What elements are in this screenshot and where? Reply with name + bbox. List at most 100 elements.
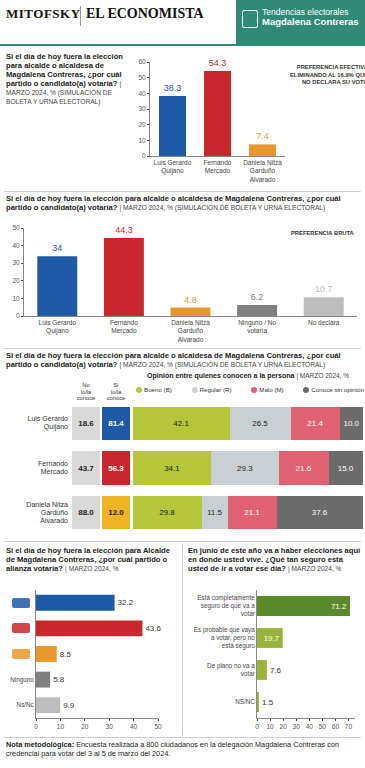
svg-text:20: 20 (138, 121, 146, 128)
html-text:Si el día de hoy fuera la elec: Si el día de hoy fuera la elección para … (6, 194, 341, 212)
html-text:Malo (M): Malo (M) (259, 386, 284, 393)
svg-text:4.8: 4.8 (184, 295, 197, 305)
svg-text:10: 10 (266, 723, 274, 730)
html-text:Nota metodológica: Encuesta re: Nota metodológica: Encuesta realizada a … (6, 740, 339, 758)
svg-text:7.6: 7.6 (270, 666, 282, 675)
html-text:Conoce sin opinión: Conoce sin opinión (311, 386, 364, 393)
svg-text:29.3: 29.3 (237, 464, 253, 473)
svg-text:30: 30 (138, 105, 146, 112)
svg-text:32.2: 32.2 (118, 598, 134, 607)
html-text:lo/la: lo/la (110, 388, 122, 395)
svg-text:8.5: 8.5 (60, 650, 72, 659)
svg-text:26.5: 26.5 (252, 419, 268, 428)
svg-text:Ns/Nc: Ns/Nc (17, 701, 34, 708)
svg-text:PREFERENCIA BRUTA: PREFERENCIA BRUTA (291, 230, 355, 236)
html-text:MITOFSKY EL ECONOMISTA: MITOFSKY EL ECONOMISTA (6, 6, 204, 21)
svg-text:44.3: 44.3 (115, 225, 133, 235)
html-text:Si el día de hoy fuera la elec: Si el día de hoy fuera la elección para … (6, 546, 170, 573)
svg-text:21.6: 21.6 (296, 464, 312, 473)
svg-text:34.1: 34.1 (164, 464, 180, 473)
svg-text:40: 40 (130, 723, 138, 730)
html-text:Garduño: Garduño (40, 508, 68, 516)
svg-text:50: 50 (319, 723, 327, 730)
svg-text:19.7: 19.7 (264, 634, 280, 643)
svg-text:30: 30 (106, 723, 114, 730)
svg-text:Daniela NitzaGarduñoAlvarado: Daniela NitzaGarduñoAlvarado (243, 159, 282, 183)
html-text:Opinión entre quienes conocen: Opinión entre quienes conocen a la perso… (147, 372, 349, 379)
svg-text:NS/NC: NS/NC (235, 698, 255, 705)
html-text:lo/la: lo/la (80, 388, 92, 395)
svg-text:30: 30 (293, 723, 301, 730)
svg-text:29.8: 29.8 (159, 508, 175, 517)
html-text:12.0: 12.0 (108, 508, 124, 518)
html-text:Tendencias electorales: Tendencias electorales (262, 7, 349, 17)
svg-text:Daniela NitzaGarduñoAlvarado: Daniela NitzaGarduñoAlvarado (171, 319, 210, 343)
svg-text:6.2: 6.2 (251, 292, 264, 302)
svg-text:21.1: 21.1 (244, 508, 260, 517)
svg-text:20: 20 (280, 723, 288, 730)
svg-text:40: 40 (12, 242, 20, 249)
svg-text:43.6: 43.6 (145, 624, 161, 633)
svg-text:10.0: 10.0 (343, 419, 359, 428)
html-text:Quijano: Quijano (43, 423, 68, 431)
html-text:Fernando: Fernando (38, 460, 68, 467)
svg-text:De plano no va avotar: De plano no va avotar (207, 662, 255, 677)
svg-text:0: 0 (255, 723, 259, 730)
svg-text:54.3: 54.3 (209, 58, 227, 68)
html-text:En junio de este año va a habe: En junio de este año va a haber eleccion… (188, 546, 361, 573)
svg-text:60: 60 (332, 723, 340, 730)
svg-text:7.4: 7.4 (256, 131, 269, 141)
svg-text:10.7: 10.7 (315, 284, 333, 294)
svg-text:0: 0 (142, 152, 146, 159)
svg-text:FernandoMercado: FernandoMercado (204, 159, 232, 174)
svg-text:1.5: 1.5 (262, 698, 274, 707)
svg-text:30: 30 (12, 259, 20, 266)
svg-text:20: 20 (81, 723, 89, 730)
svg-text:50: 50 (12, 224, 20, 231)
html-text:Si el día de hoy fuera la elec: Si el día de hoy fuera la elección para … (6, 351, 341, 369)
html-text:Alvarado: Alvarado (40, 516, 68, 524)
svg-text:10: 10 (12, 295, 20, 302)
svg-text:FernandoMercado: FernandoMercado (110, 319, 138, 334)
html-text:43.7: 43.7 (78, 463, 94, 473)
svg-text:71.2: 71.2 (331, 602, 347, 611)
svg-text:20: 20 (12, 277, 20, 284)
svg-text:Está completamenteseguro de qu: Está completamenteseguro de que va avota… (197, 594, 255, 617)
svg-text:37.6: 37.6 (312, 508, 328, 517)
html-text:Daniela Nitza: Daniela Nitza (26, 500, 68, 508)
svg-text:9.9: 9.9 (63, 701, 75, 710)
svg-text:40: 40 (306, 723, 314, 730)
svg-text:PREFERENCIA EFECTIVAELIMINANDO: PREFERENCIA EFECTIVAELIMINANDO AL 16.9% … (290, 64, 365, 85)
svg-text:Es probable que vayaa votar, p: Es probable que vayaa votar, pero noestá… (194, 626, 255, 650)
svg-text:70: 70 (345, 723, 353, 730)
svg-text:60: 60 (138, 58, 146, 65)
svg-text:Ninguno: Ninguno (10, 676, 34, 684)
svg-text:Luis GerardoQuijano: Luis GerardoQuijano (154, 159, 192, 175)
html-text:Si el día de hoy fuera la elec: Si el día de hoy fuera la elección para … (6, 52, 123, 105)
svg-text:0: 0 (16, 312, 20, 319)
html-text:Magdalena Contreras: Magdalena Contreras (262, 16, 359, 27)
svg-text:21.4: 21.4 (307, 419, 323, 428)
svg-text:0: 0 (34, 723, 38, 730)
svg-text:34: 34 (52, 243, 62, 253)
svg-text:15.0: 15.0 (338, 464, 354, 473)
svg-text:10: 10 (138, 137, 146, 144)
svg-text:No declara: No declara (308, 319, 340, 326)
svg-text:42.1: 42.1 (173, 419, 189, 428)
svg-text:40: 40 (138, 90, 146, 97)
html-text:56.3: 56.3 (108, 463, 124, 473)
svg-text:11.5: 11.5 (207, 508, 223, 517)
svg-text:Luis GerardoQuijano: Luis GerardoQuijano (39, 319, 77, 335)
html-text:81.4: 81.4 (108, 418, 124, 428)
svg-text:Ninguno / Novotaría: Ninguno / Novotaría (238, 319, 276, 334)
svg-text:50: 50 (154, 723, 162, 730)
svg-text:38.3: 38.3 (164, 83, 182, 93)
html-text:Regular (R): Regular (R) (199, 386, 232, 393)
svg-text:10: 10 (57, 723, 65, 730)
svg-text:5.8: 5.8 (53, 675, 65, 684)
svg-text:50: 50 (138, 74, 146, 81)
html-text:Bueno (B): Bueno (B) (144, 386, 172, 393)
html-text:88.0: 88.0 (78, 508, 94, 518)
html-text:Luis Gerardo: Luis Gerardo (27, 415, 68, 423)
html-text:18.6: 18.6 (78, 418, 94, 428)
